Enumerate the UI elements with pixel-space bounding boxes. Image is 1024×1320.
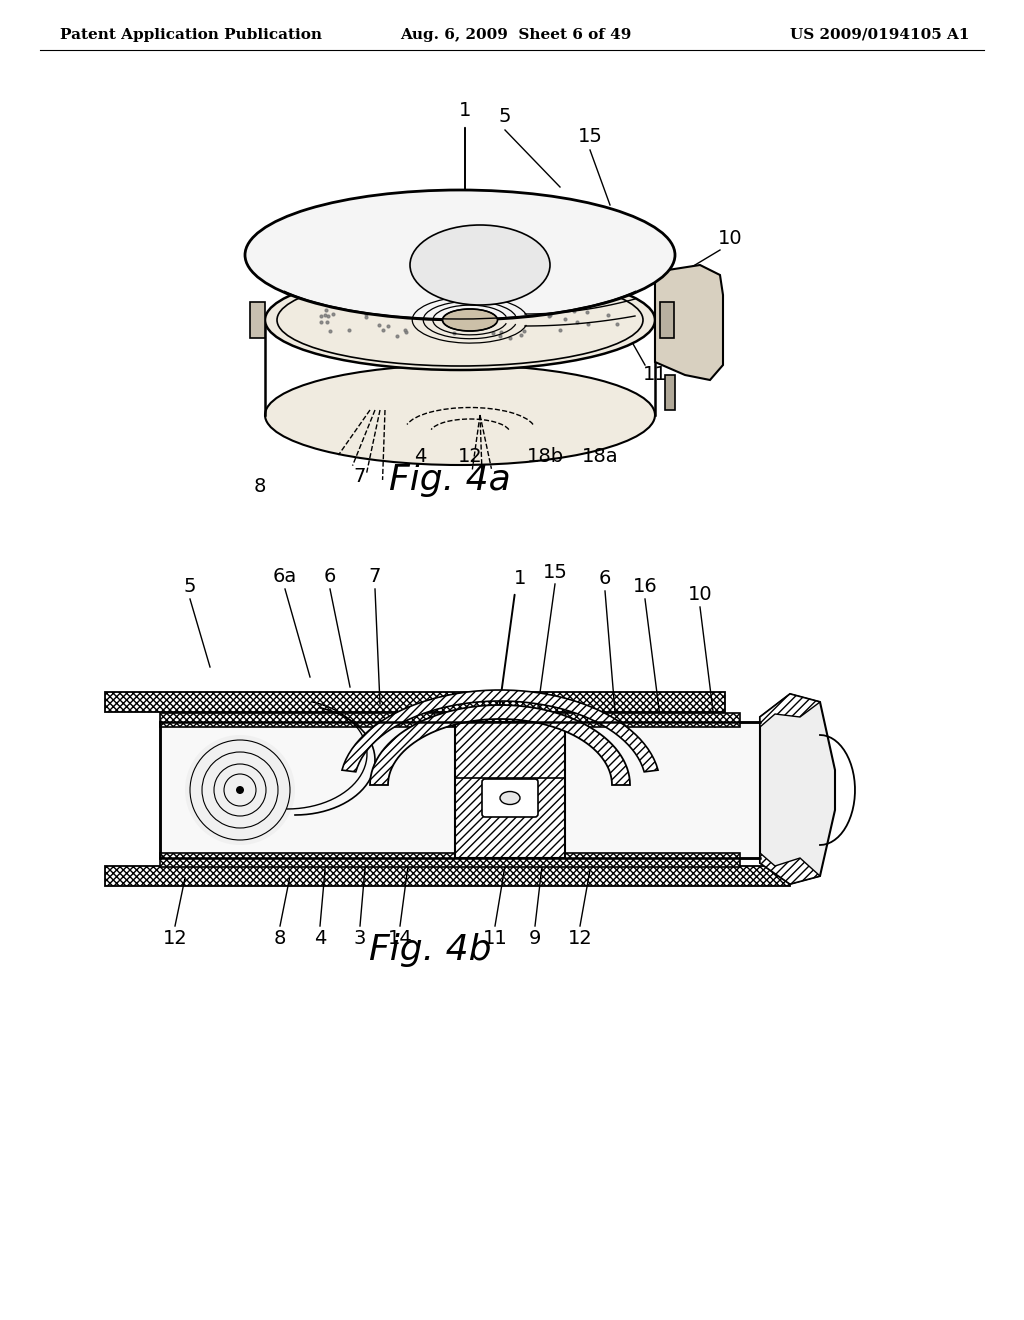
Ellipse shape	[245, 190, 675, 319]
Bar	[160, 713, 740, 727]
Text: 6a: 6a	[272, 568, 297, 586]
Text: 4: 4	[676, 338, 688, 358]
Text: 9: 9	[528, 928, 542, 948]
Bar	[660, 302, 674, 338]
Bar	[105, 866, 790, 886]
Text: 18a: 18a	[582, 447, 618, 466]
Text: Aug. 6, 2009  Sheet 6 of 49: Aug. 6, 2009 Sheet 6 of 49	[400, 28, 632, 42]
Text: 3: 3	[354, 928, 367, 948]
Bar	[250, 302, 265, 338]
Text: 1: 1	[514, 569, 526, 589]
Ellipse shape	[442, 309, 498, 331]
Text: 14: 14	[388, 928, 413, 948]
Ellipse shape	[278, 275, 643, 366]
Text: 10: 10	[718, 228, 742, 248]
Text: 6: 6	[324, 568, 336, 586]
Bar	[665, 375, 675, 411]
Text: 5: 5	[183, 578, 197, 597]
Bar	[105, 692, 725, 711]
Text: 4: 4	[414, 447, 426, 466]
Ellipse shape	[278, 275, 643, 366]
Text: US 2009/0194105 A1: US 2009/0194105 A1	[790, 28, 970, 42]
Bar	[160, 722, 760, 858]
Text: 11: 11	[643, 366, 668, 384]
Bar	[160, 853, 740, 867]
Ellipse shape	[265, 271, 655, 370]
Text: 10: 10	[688, 586, 713, 605]
Text: 18b: 18b	[526, 447, 563, 466]
Ellipse shape	[265, 366, 655, 465]
Bar	[455, 722, 565, 858]
Polygon shape	[760, 694, 835, 884]
Text: 7: 7	[354, 467, 367, 487]
Text: 12: 12	[458, 447, 482, 466]
Text: 11: 11	[482, 928, 507, 948]
Ellipse shape	[185, 735, 295, 845]
Text: 15: 15	[543, 562, 567, 582]
Text: 8: 8	[273, 928, 286, 948]
Text: 12: 12	[567, 928, 592, 948]
Polygon shape	[760, 694, 820, 727]
Text: 15: 15	[578, 128, 602, 147]
FancyBboxPatch shape	[482, 779, 538, 817]
Text: 7: 7	[369, 568, 381, 586]
Text: Fig. 4a: Fig. 4a	[389, 463, 511, 498]
Text: 1: 1	[459, 100, 471, 120]
Text: 8: 8	[254, 478, 266, 496]
Text: 5: 5	[499, 107, 511, 127]
Text: 4: 4	[313, 928, 327, 948]
Text: 16: 16	[633, 578, 657, 597]
Ellipse shape	[410, 224, 550, 305]
Text: Fig. 4b: Fig. 4b	[369, 933, 492, 968]
Polygon shape	[370, 705, 630, 785]
Polygon shape	[760, 853, 820, 884]
Polygon shape	[655, 265, 723, 380]
Text: 12: 12	[163, 928, 187, 948]
Ellipse shape	[236, 785, 244, 795]
Text: 6: 6	[599, 569, 611, 589]
Ellipse shape	[500, 792, 520, 804]
Polygon shape	[342, 690, 658, 772]
Text: Patent Application Publication: Patent Application Publication	[60, 28, 322, 42]
